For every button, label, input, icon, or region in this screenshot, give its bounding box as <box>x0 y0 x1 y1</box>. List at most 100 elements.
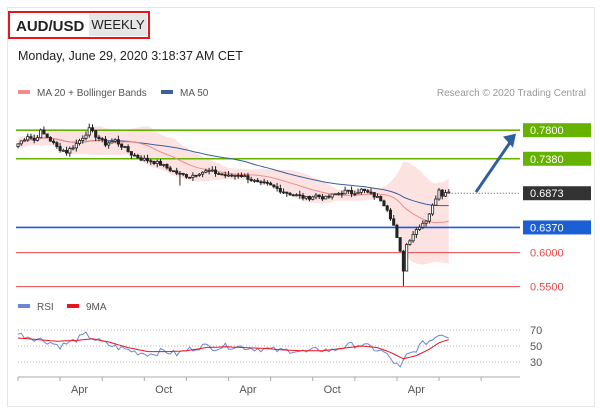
candle-107 <box>363 188 367 194</box>
research-credit: Research © 2020 Trading Central <box>437 88 586 99</box>
candle-body-38 <box>139 157 143 161</box>
candle-47 <box>168 165 172 173</box>
candle-73 <box>252 178 256 183</box>
candle-body-116 <box>392 218 396 226</box>
candle-body-100 <box>340 192 344 195</box>
candle-body-0 <box>16 143 20 147</box>
candle-body-130 <box>437 189 441 200</box>
candle-66 <box>230 173 234 178</box>
candle-53 <box>188 176 192 179</box>
candle-body-133 <box>447 191 451 194</box>
candle-body-122 <box>411 234 415 242</box>
candle-37 <box>136 153 140 159</box>
candle-body-51 <box>181 172 185 175</box>
timeframe-badge[interactable]: WEEKLY <box>89 14 147 36</box>
candle-45 <box>162 163 166 168</box>
level-label-3: 0.6000 <box>530 248 564 260</box>
candle-body-54 <box>191 174 195 178</box>
candle-32 <box>120 143 124 150</box>
moving-averages <box>17 137 449 224</box>
candle-body-36 <box>133 154 137 157</box>
candle-81 <box>278 184 282 194</box>
rsi-legend: RSI 9MA <box>18 302 107 313</box>
candle-body-70 <box>243 175 247 178</box>
candle-70 <box>243 173 247 178</box>
candle-body-13 <box>58 146 62 151</box>
level-tag-2 <box>523 220 591 235</box>
candle-body-4 <box>29 136 33 139</box>
projection-arrow <box>474 133 516 193</box>
candle-102 <box>346 189 350 194</box>
candle-95 <box>324 195 328 200</box>
candle-130 <box>437 188 441 201</box>
candle-body-113 <box>382 200 386 207</box>
candle-61 <box>214 166 218 177</box>
candle-body-22 <box>87 127 91 136</box>
candle-118 <box>398 237 402 252</box>
rsi-series-1 <box>17 337 449 360</box>
candle-body-117 <box>395 224 399 239</box>
candle-125 <box>421 220 425 230</box>
candle-33 <box>123 145 127 149</box>
candle-body-29 <box>110 140 114 144</box>
candle-108 <box>366 189 370 194</box>
candle-body-128 <box>431 204 435 215</box>
candle-26 <box>100 136 104 143</box>
candle-131 <box>440 189 444 200</box>
candle-74 <box>256 178 260 183</box>
candle-body-61 <box>214 169 218 174</box>
candle-body-118 <box>398 237 402 252</box>
rsi-tick-1: 50 <box>530 341 542 353</box>
candle-body-86 <box>294 194 299 197</box>
candle-1 <box>19 140 23 146</box>
candle-133 <box>447 189 451 194</box>
candle-body-63 <box>220 173 224 176</box>
candle-body-99 <box>337 192 341 195</box>
candle-body-44 <box>158 160 163 166</box>
candle-83 <box>285 191 289 197</box>
candle-52 <box>184 173 188 179</box>
candle-body-107 <box>363 188 367 191</box>
candle-90 <box>307 195 312 202</box>
candle-124 <box>418 224 422 231</box>
candle-72 <box>249 176 253 182</box>
candle-body-25 <box>97 136 101 139</box>
candle-body-109 <box>369 191 373 194</box>
candle-body-127 <box>427 213 431 222</box>
candle-body-126 <box>424 220 428 224</box>
timestamp: Monday, June 29, 2020 3:18:37 AM CET <box>18 49 243 63</box>
candle-127 <box>427 212 431 224</box>
candle-body-40 <box>146 157 150 162</box>
candle-body-71 <box>246 175 250 180</box>
candle-body-17 <box>71 147 75 150</box>
candle-body-82 <box>282 191 286 194</box>
candle-75 <box>259 180 263 186</box>
candle-111 <box>375 193 380 198</box>
x-tick-label-2: Apr <box>239 384 256 396</box>
candle-body-68 <box>236 174 240 177</box>
candle-body-55 <box>194 174 198 177</box>
candle-93 <box>317 194 321 200</box>
candle-64 <box>223 171 227 179</box>
candle-body-80 <box>275 186 279 189</box>
candle-body-79 <box>272 184 276 188</box>
candle-82 <box>282 188 286 194</box>
candle-112 <box>379 195 383 202</box>
candle-59 <box>207 167 211 175</box>
candle-121 <box>408 239 412 246</box>
candle-0 <box>16 143 20 149</box>
candle-2 <box>22 138 27 142</box>
candle-body-75 <box>259 181 263 184</box>
candle-86 <box>294 193 299 197</box>
candle-84 <box>288 191 292 196</box>
rsi-tick-2: 30 <box>530 357 542 369</box>
level-labels: 0.7800 0.7380 0.6370 0.6000 0.5500 0.6873 <box>523 123 591 294</box>
candle-body-9 <box>45 133 49 138</box>
candle-body-120 <box>405 244 409 272</box>
candle-23 <box>90 124 95 133</box>
candle-body-47 <box>168 167 172 172</box>
candle-109 <box>369 188 373 196</box>
rsi-ma-legend-swatch <box>67 304 79 308</box>
candle-122 <box>411 231 415 243</box>
